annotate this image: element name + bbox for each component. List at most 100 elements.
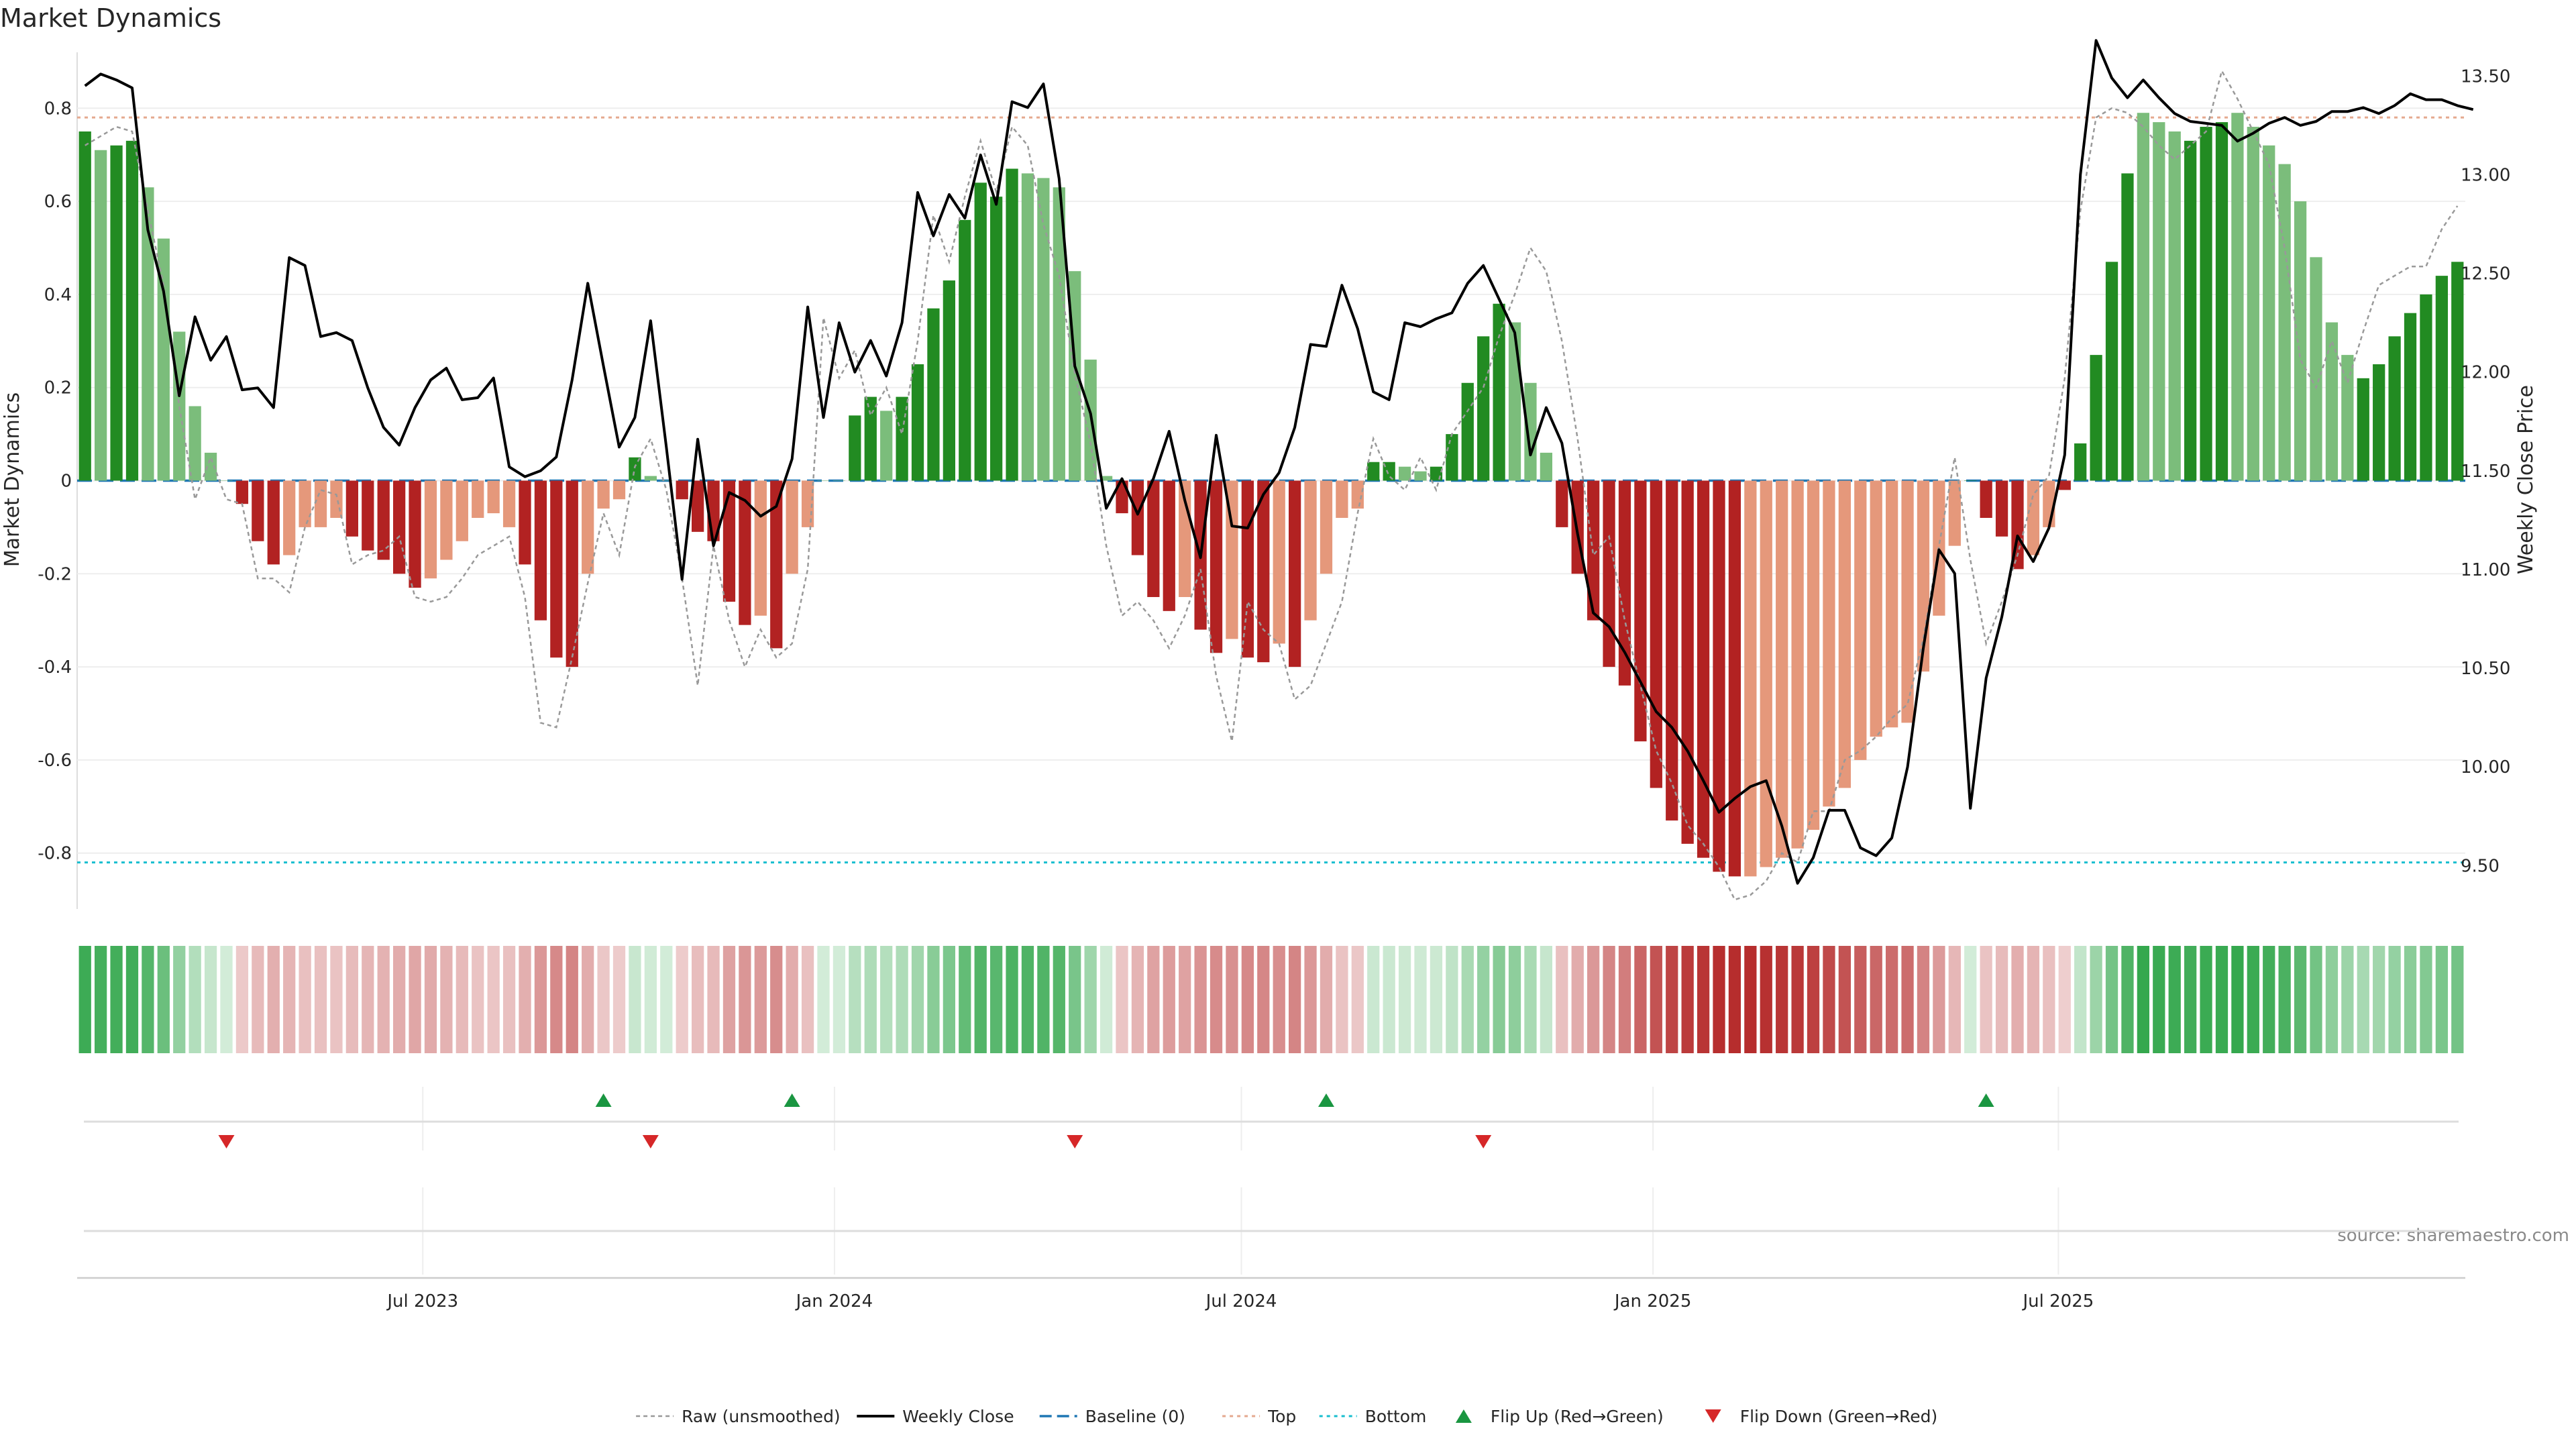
heat-cell — [1430, 946, 1443, 1053]
heat-cell — [849, 946, 861, 1053]
heat-cell — [2027, 946, 2040, 1053]
heat-cell — [1666, 946, 1678, 1053]
x-tick-label: Jul 2024 — [1205, 1291, 1277, 1311]
heat-cell — [959, 946, 971, 1053]
heat-cell — [487, 946, 500, 1053]
dynamics-bar — [1728, 480, 1741, 877]
heat-cell — [880, 946, 893, 1053]
legend-flip_up-label: Flip Up (Red→Green) — [1491, 1407, 1664, 1426]
heat-cell — [1995, 946, 2008, 1053]
heat-cell — [582, 946, 594, 1053]
heat-cell — [739, 946, 751, 1053]
heat-cell — [550, 946, 563, 1053]
heat-cell — [1383, 946, 1395, 1053]
dynamics-bar — [314, 480, 327, 527]
heat-cell — [1320, 946, 1333, 1053]
dynamics-bar — [2420, 294, 2432, 481]
raw-series — [85, 68, 2459, 901]
legend: Raw (unsmoothed) Weekly Close Baseline (0)… — [636, 1407, 1937, 1426]
heat-cell — [2357, 946, 2369, 1053]
dynamics-bar — [1430, 466, 1443, 481]
heat-cell — [78, 946, 91, 1053]
heat-cell — [566, 946, 578, 1053]
heat-cell — [2310, 946, 2322, 1053]
heat-cell — [1744, 946, 1757, 1053]
heat-cell — [1571, 946, 1584, 1053]
heat-cell — [1886, 946, 1898, 1053]
dynamics-bar — [110, 145, 123, 481]
dynamics-bar — [220, 480, 233, 481]
dynamics-bar — [235, 480, 249, 504]
heat-cell — [2058, 946, 2071, 1053]
dynamics-bar — [911, 364, 924, 481]
heat-cell — [299, 946, 311, 1053]
dynamics-bar — [2388, 336, 2401, 481]
dynamics-bar — [1650, 480, 1662, 788]
heat-cell — [1933, 946, 1945, 1053]
dynamics-bar — [1304, 480, 1317, 621]
heat-cell — [770, 946, 783, 1053]
dynamics-bar — [2231, 113, 2244, 481]
dynamics-bar — [1823, 480, 1835, 807]
dynamics-bar — [597, 480, 610, 509]
dynamics-bar — [1021, 173, 1034, 481]
dynamics-bar — [1257, 480, 1270, 663]
dynamics-bar — [2373, 364, 2385, 481]
heat-cell — [1179, 946, 1191, 1053]
flip-up-marker — [784, 1093, 800, 1107]
dynamics-bar — [1995, 480, 2008, 537]
dynamics-bar — [472, 480, 484, 519]
dynamics-bar — [409, 480, 421, 588]
dynamics-bar — [864, 396, 877, 481]
heat-cell — [1477, 946, 1490, 1053]
heat-cell — [1713, 946, 1725, 1053]
dynamics-bar — [1351, 480, 1364, 509]
heat-cell — [125, 946, 139, 1053]
dynamics-bar — [582, 480, 594, 574]
x-tick-label: Jan 2025 — [1613, 1291, 1692, 1311]
y-tick-label: 0.2 — [44, 378, 72, 398]
heat-cell — [1697, 946, 1710, 1053]
heat-cell — [157, 946, 170, 1053]
dynamics-bar — [692, 480, 704, 532]
dynamics-bar — [1791, 480, 1804, 849]
heat-cell — [252, 946, 264, 1053]
dynamics-bar — [959, 219, 971, 481]
heat-cell — [110, 946, 123, 1053]
dynamics-bar — [1854, 480, 1867, 760]
dynamics-bar — [424, 480, 437, 579]
dynamics-bar — [1508, 322, 1521, 481]
heat-cell — [629, 946, 641, 1053]
heat-cell — [927, 946, 940, 1053]
heat-cell — [393, 946, 406, 1053]
heat-cell — [1351, 946, 1364, 1053]
dynamics-bar — [1681, 480, 1694, 844]
heat-cell — [786, 946, 798, 1053]
heat-cell — [283, 946, 296, 1053]
heat-cell — [1681, 946, 1694, 1053]
dynamics-bar — [1901, 480, 1914, 723]
heat-cell — [534, 946, 547, 1053]
dynamics-bar — [566, 480, 578, 667]
dynamics-bar — [676, 480, 688, 500]
dynamics-bar — [1367, 462, 1380, 481]
x-tick-label: Jan 2024 — [795, 1291, 873, 1311]
y-tick-label: -0.6 — [38, 751, 72, 771]
y2-tick-label: 11.00 — [2461, 560, 2510, 580]
heat-cell — [235, 946, 249, 1053]
heat-cell — [267, 946, 280, 1053]
dynamics-bar — [1948, 480, 1961, 546]
dynamics-bar — [2325, 322, 2339, 481]
dynamics-bar — [1053, 187, 1065, 481]
legend-baseline-label: Baseline (0) — [1085, 1407, 1185, 1426]
dynamics-bar — [739, 480, 751, 625]
heat-cell — [1870, 946, 1882, 1053]
heat-cell — [2278, 946, 2291, 1053]
heat-cell — [722, 946, 736, 1053]
heat-cell — [1226, 946, 1238, 1053]
y-tick-label: -0.2 — [38, 564, 72, 584]
heat-cell — [1823, 946, 1835, 1053]
dynamics-bar — [801, 480, 814, 527]
heat-cell — [2294, 946, 2307, 1053]
